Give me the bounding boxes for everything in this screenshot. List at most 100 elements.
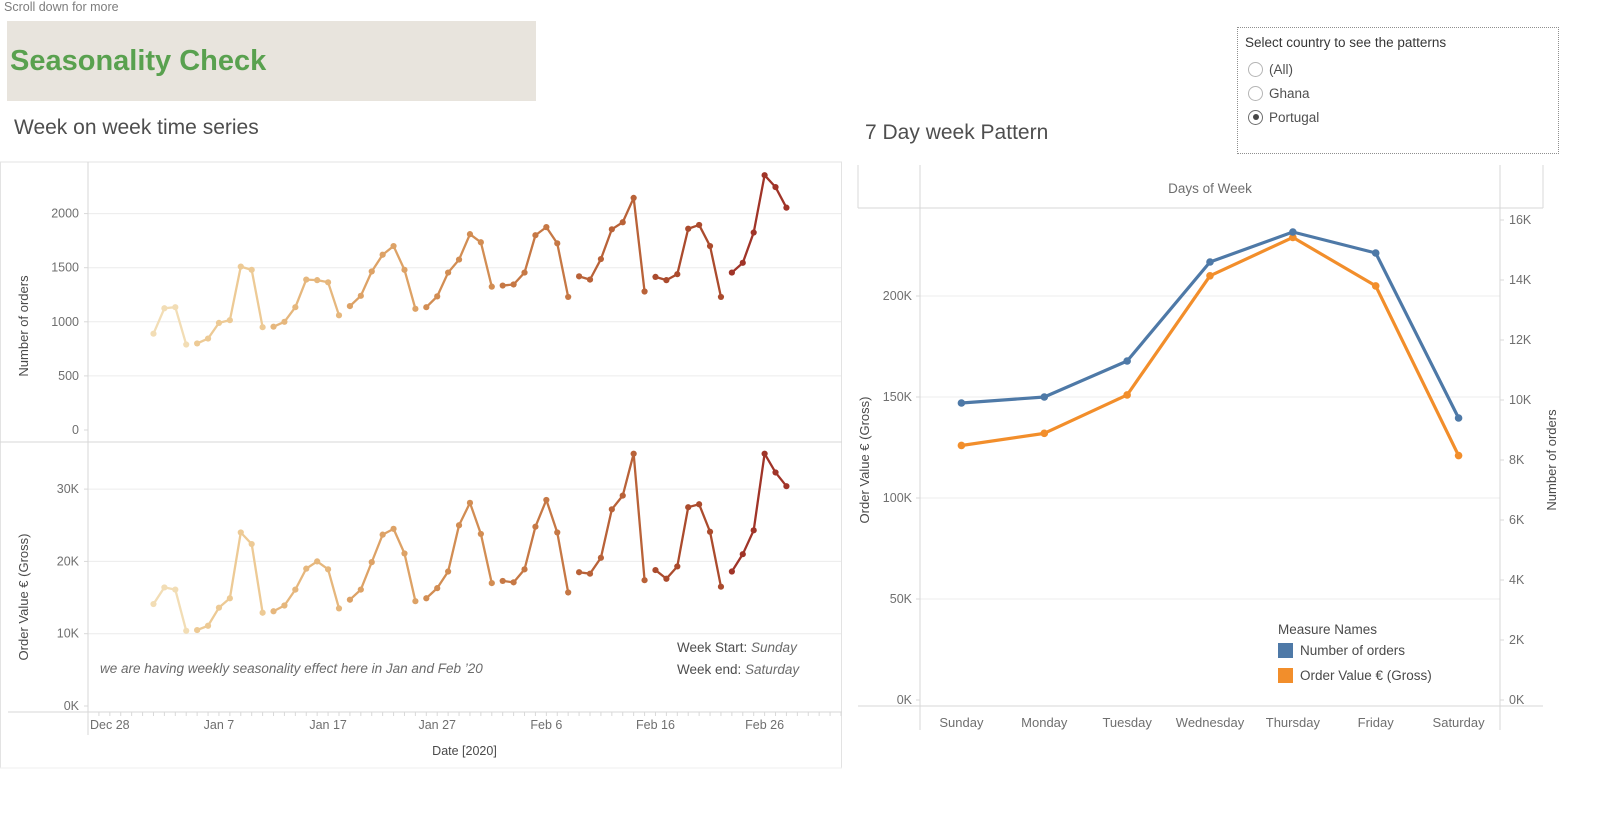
orders-data-point[interactable]: [543, 224, 550, 231]
value-data-point[interactable]: [292, 586, 299, 593]
orders-data-point[interactable]: [1289, 228, 1297, 236]
value-data-point[interactable]: [248, 540, 255, 548]
orders-data-point[interactable]: [455, 256, 463, 263]
orders-data-point[interactable]: [324, 279, 332, 286]
value-data-point[interactable]: [183, 627, 190, 634]
value-data-point[interactable]: [477, 530, 484, 538]
value-data-point[interactable]: [674, 563, 681, 570]
orders-data-point[interactable]: [401, 266, 408, 273]
orders-data-point[interactable]: [161, 305, 168, 312]
orders-data-point[interactable]: [270, 323, 277, 330]
value-data-point[interactable]: [586, 570, 594, 577]
orders-data-point[interactable]: [281, 318, 288, 325]
value-data-point[interactable]: [445, 568, 452, 575]
value-data-point[interactable]: [368, 559, 375, 566]
orders-data-point[interactable]: [1040, 393, 1049, 401]
value-data-point[interactable]: [434, 585, 441, 592]
value-data-point[interactable]: [1123, 391, 1131, 399]
orders-data-point[interactable]: [314, 277, 321, 284]
orders-data-point[interactable]: [466, 231, 474, 238]
orders-data-point[interactable]: [194, 340, 201, 347]
orders-data-point[interactable]: [619, 219, 626, 226]
orders-data-point[interactable]: [434, 293, 441, 300]
value-data-point[interactable]: [1371, 282, 1380, 290]
orders-data-point[interactable]: [1371, 249, 1380, 257]
radio-selected-icon[interactable]: [1248, 109, 1263, 125]
orders-data-point[interactable]: [423, 304, 430, 311]
value-data-point[interactable]: [346, 596, 354, 603]
value-data-point[interactable]: [335, 605, 343, 612]
orders-data-point[interactable]: [772, 183, 779, 191]
value-data-point[interactable]: [685, 504, 692, 511]
filter-option-all[interactable]: (All): [1245, 57, 1558, 81]
value-data-point[interactable]: [750, 527, 757, 534]
radio-icon[interactable]: [1248, 61, 1263, 77]
value-data-point[interactable]: [237, 529, 244, 536]
legend-swatch[interactable]: [1278, 643, 1293, 658]
orders-data-point[interactable]: [575, 273, 583, 280]
orders-data-point[interactable]: [172, 304, 179, 311]
orders-data-point[interactable]: [750, 229, 757, 236]
value-data-point[interactable]: [303, 565, 310, 572]
orders-data-point[interactable]: [608, 226, 615, 233]
value-data-point[interactable]: [423, 595, 430, 602]
orders-data-point[interactable]: [390, 242, 397, 250]
orders-data-point[interactable]: [728, 269, 735, 276]
orders-data-point[interactable]: [510, 281, 517, 288]
value-data-point[interactable]: [575, 569, 583, 576]
value-data-point[interactable]: [728, 568, 735, 575]
radio-icon[interactable]: [1248, 85, 1263, 101]
value-data-point[interactable]: [510, 579, 517, 586]
value-data-point[interactable]: [412, 598, 419, 605]
orders-data-point[interactable]: [368, 268, 375, 275]
orders-data-point[interactable]: [445, 269, 452, 276]
value-data-point[interactable]: [565, 589, 572, 596]
orders-data-point[interactable]: [303, 276, 310, 283]
orders-data-point[interactable]: [488, 283, 495, 290]
value-data-point[interactable]: [532, 523, 539, 530]
filter-option-ghana[interactable]: Ghana: [1245, 81, 1558, 105]
orders-data-point[interactable]: [783, 204, 790, 211]
value-data-point[interactable]: [455, 522, 463, 529]
value-data-point[interactable]: [554, 529, 561, 536]
orders-data-point[interactable]: [565, 293, 572, 301]
orders-data-point[interactable]: [663, 277, 670, 284]
value-data-point[interactable]: [619, 492, 626, 499]
value-data-point[interactable]: [652, 566, 659, 574]
value-data-point[interactable]: [379, 531, 386, 538]
orders-data-point[interactable]: [597, 255, 605, 263]
orders-data-point[interactable]: [674, 271, 681, 278]
orders-data-point[interactable]: [532, 232, 539, 239]
value-data-point[interactable]: [281, 602, 288, 609]
value-data-point[interactable]: [204, 622, 212, 629]
orders-data-point[interactable]: [335, 312, 343, 319]
value-data-point[interactable]: [641, 577, 648, 584]
orders-data-point[interactable]: [630, 194, 637, 202]
orders-data-point[interactable]: [226, 317, 233, 324]
value-data-point[interactable]: [1040, 429, 1049, 438]
value-data-point[interactable]: [783, 483, 790, 490]
orders-data-point[interactable]: [957, 399, 966, 407]
orders-data-point[interactable]: [346, 303, 354, 310]
orders-data-point[interactable]: [1206, 258, 1214, 266]
value-data-point[interactable]: [957, 441, 966, 450]
value-data-point[interactable]: [390, 525, 397, 532]
value-data-point[interactable]: [663, 575, 670, 582]
value-data-point[interactable]: [597, 554, 605, 561]
orders-data-point[interactable]: [379, 251, 386, 258]
value-data-point[interactable]: [543, 496, 550, 504]
filter-option-portugal[interactable]: Portugal: [1245, 105, 1558, 129]
value-data-point[interactable]: [194, 626, 201, 634]
value-data-point[interactable]: [630, 450, 637, 457]
orders-data-point[interactable]: [357, 292, 364, 299]
legend-swatch[interactable]: [1278, 668, 1293, 683]
orders-data-point[interactable]: [521, 269, 528, 276]
value-data-point[interactable]: [761, 450, 768, 457]
value-data-point[interactable]: [1454, 451, 1463, 460]
value-data-point[interactable]: [270, 608, 277, 615]
orders-data-point[interactable]: [1454, 414, 1463, 422]
value-data-point[interactable]: [226, 595, 233, 602]
orders-data-point[interactable]: [215, 319, 223, 326]
orders-data-point[interactable]: [586, 276, 594, 283]
value-data-point[interactable]: [215, 604, 223, 611]
